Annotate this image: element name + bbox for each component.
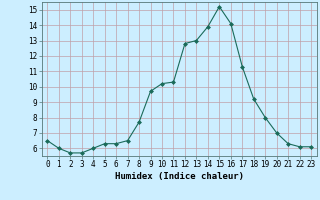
X-axis label: Humidex (Indice chaleur): Humidex (Indice chaleur)	[115, 172, 244, 181]
